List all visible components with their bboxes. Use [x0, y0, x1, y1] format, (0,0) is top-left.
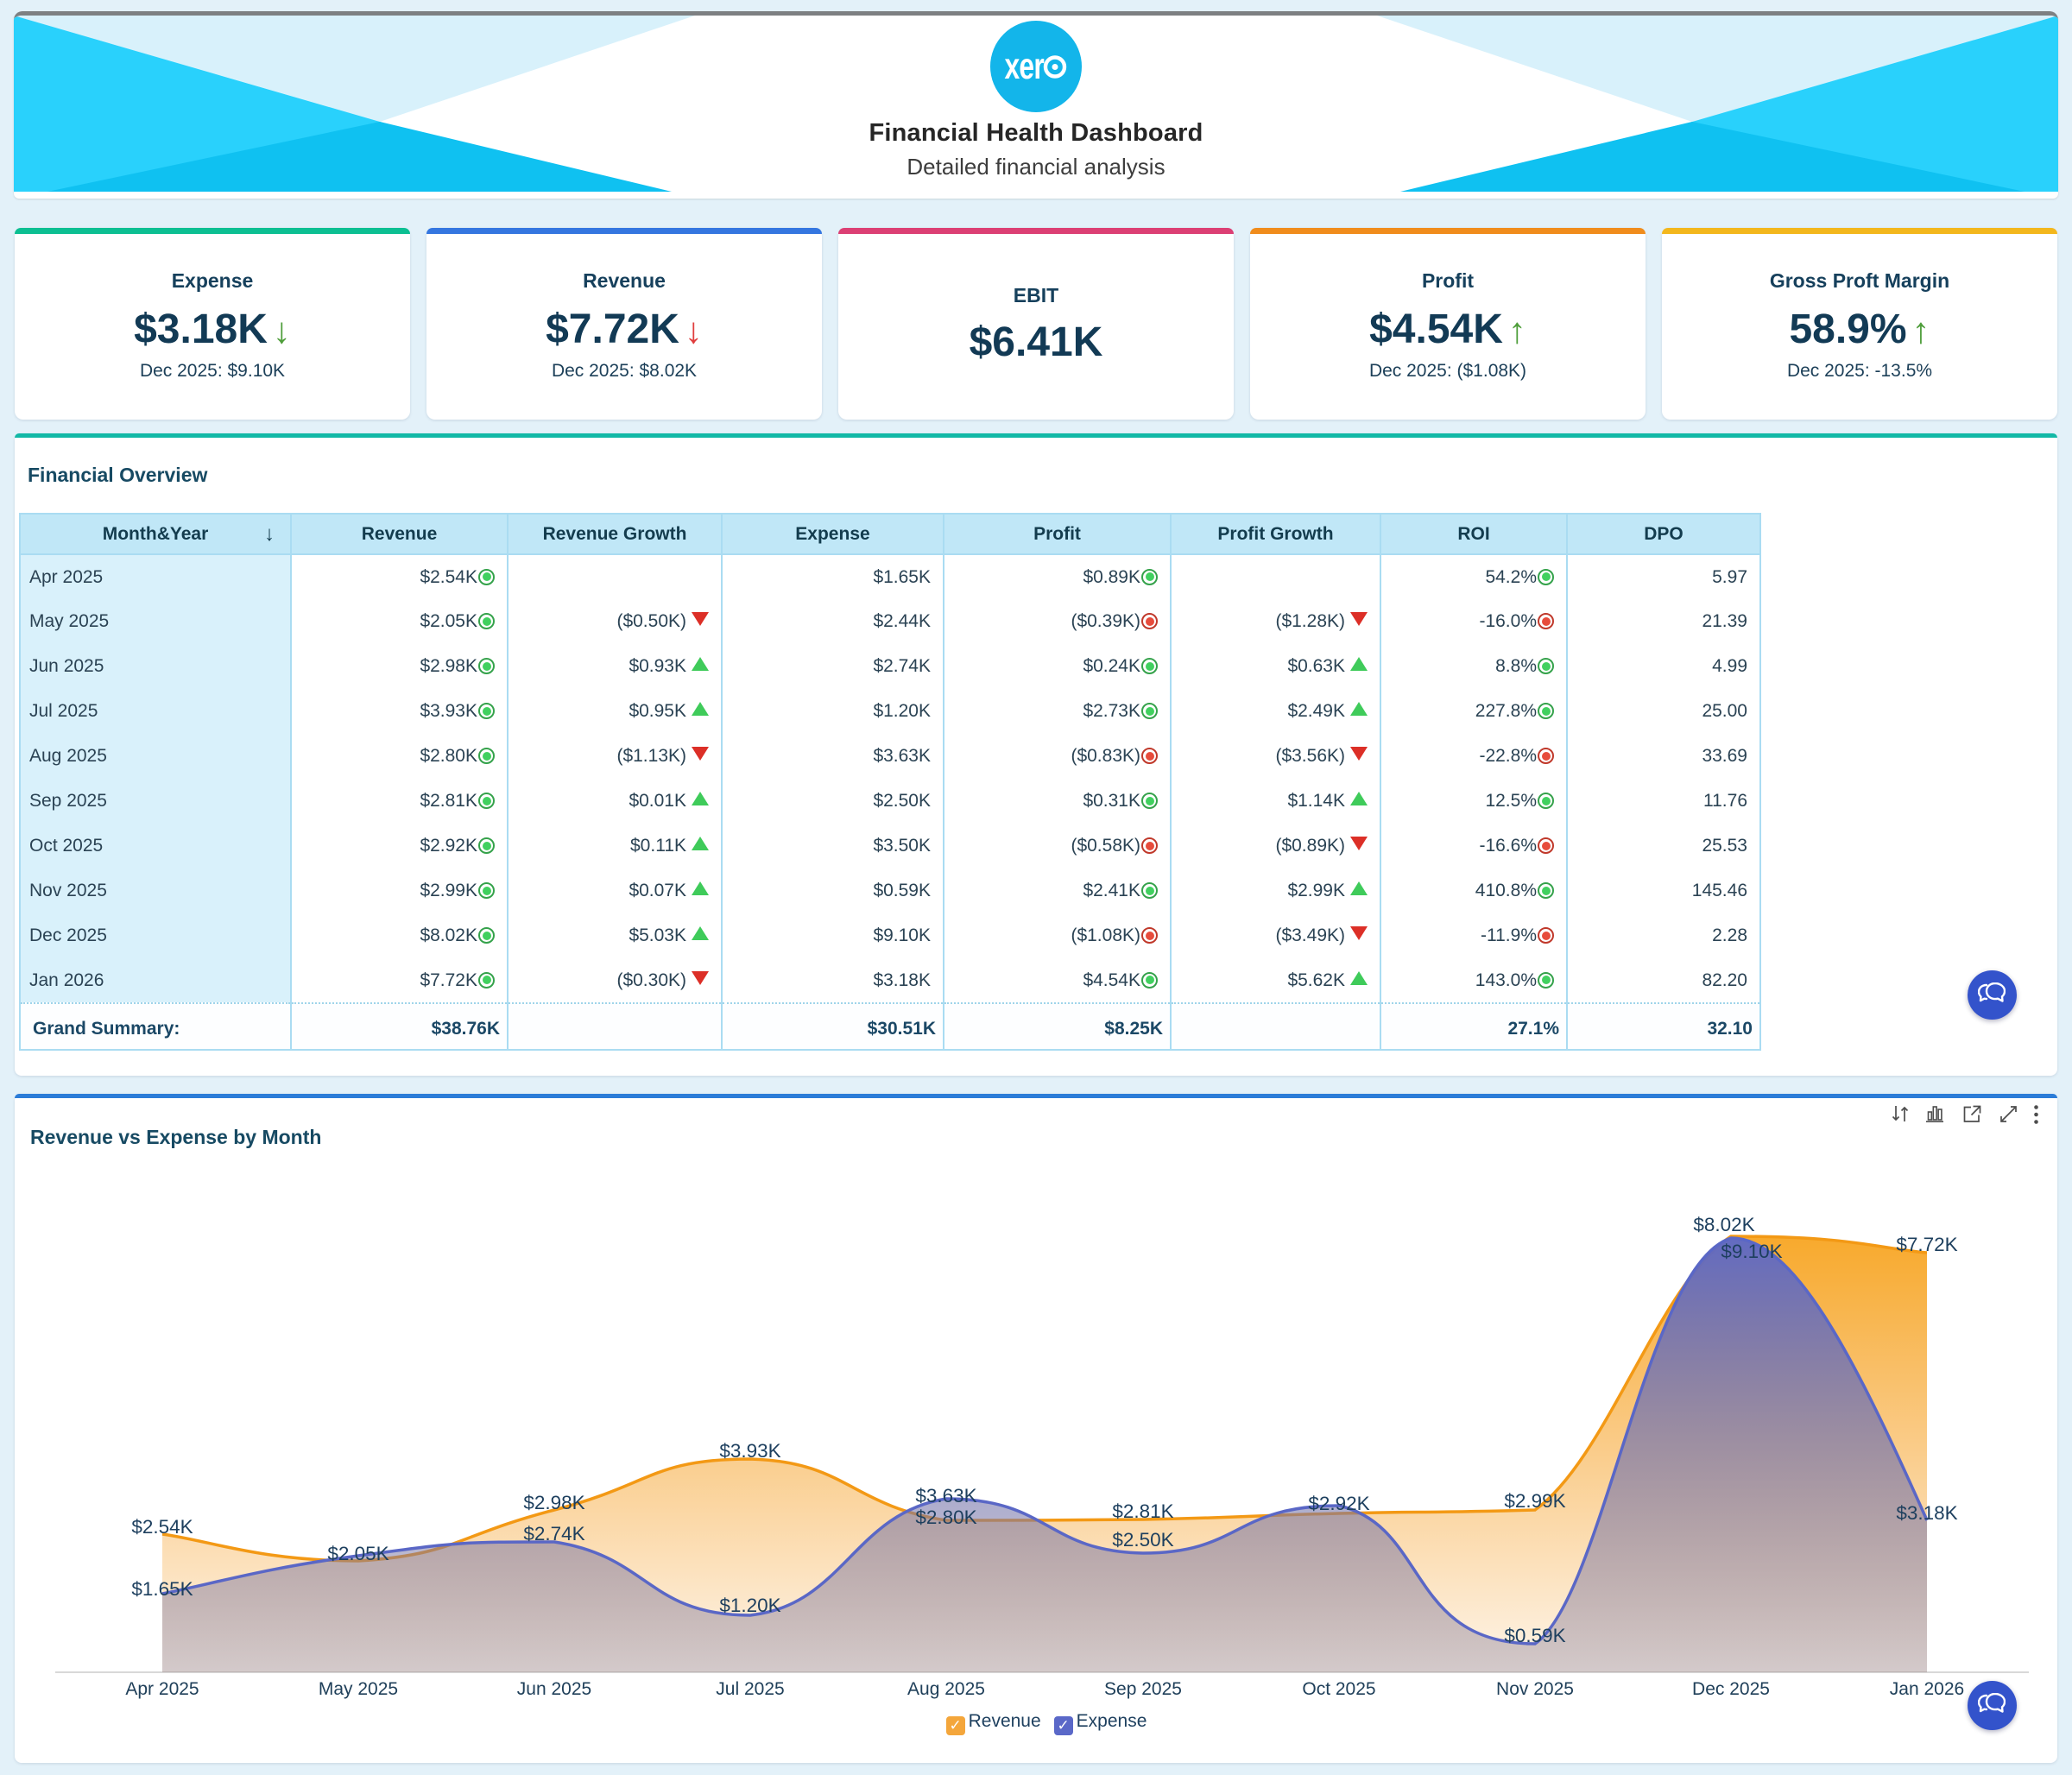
svg-text:$3.93K: $3.93K — [719, 1440, 780, 1462]
svg-text:May 2025: May 2025 — [319, 1679, 398, 1699]
svg-text:$2.80K: $2.80K — [915, 1507, 976, 1528]
svg-text:$2.74K: $2.74K — [523, 1523, 584, 1544]
svg-text:Sep 2025: Sep 2025 — [1104, 1679, 1182, 1699]
svg-text:Dec 2025: Dec 2025 — [1692, 1679, 1770, 1699]
svg-text:$0.59K: $0.59K — [1504, 1625, 1565, 1646]
svg-text:Jul 2025: Jul 2025 — [716, 1679, 784, 1699]
svg-text:$1.20K: $1.20K — [719, 1595, 780, 1616]
svg-text:$7.72K: $7.72K — [1896, 1234, 1957, 1255]
svg-text:$8.02K: $8.02K — [1693, 1214, 1754, 1235]
svg-text:$2.81K: $2.81K — [1112, 1500, 1173, 1522]
svg-text:Nov 2025: Nov 2025 — [1496, 1679, 1574, 1699]
svg-text:Jan 2026: Jan 2026 — [1890, 1679, 1964, 1699]
svg-text:$2.05K: $2.05K — [327, 1543, 388, 1564]
svg-text:xer: xer — [1004, 46, 1045, 87]
svg-text:Apr 2025: Apr 2025 — [125, 1679, 199, 1699]
svg-text:$9.10K: $9.10K — [1721, 1241, 1782, 1262]
svg-text:$3.63K: $3.63K — [915, 1485, 976, 1507]
svg-text:$2.92K: $2.92K — [1308, 1493, 1369, 1514]
svg-text:$3.18K: $3.18K — [1896, 1502, 1957, 1524]
svg-text:$1.65K: $1.65K — [131, 1578, 193, 1600]
svg-text:Aug 2025: Aug 2025 — [907, 1679, 985, 1699]
svg-text:Jun 2025: Jun 2025 — [517, 1679, 591, 1699]
svg-text:Oct 2025: Oct 2025 — [1302, 1679, 1375, 1699]
svg-text:$2.99K: $2.99K — [1504, 1490, 1565, 1512]
svg-text:$2.54K: $2.54K — [131, 1516, 193, 1538]
svg-text:$2.98K: $2.98K — [523, 1492, 584, 1513]
svg-text:$2.50K: $2.50K — [1112, 1529, 1173, 1551]
